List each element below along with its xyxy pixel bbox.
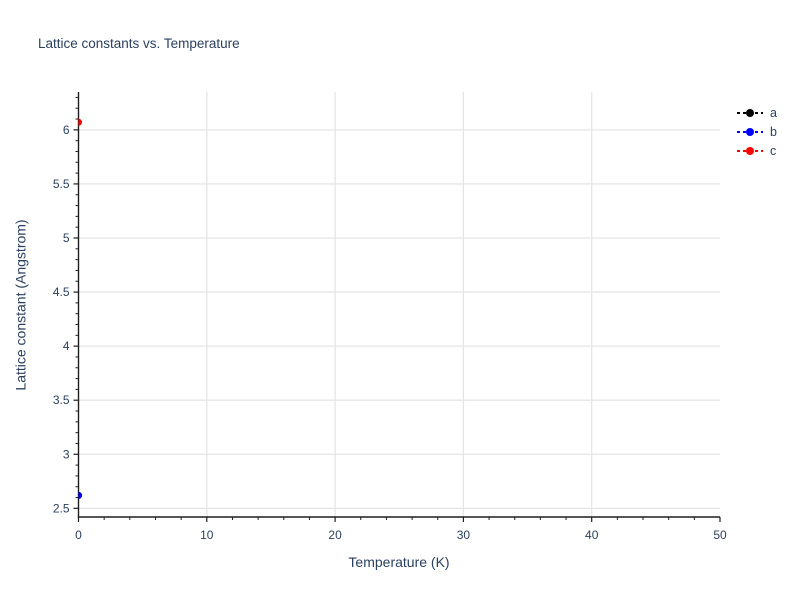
data-point-b [78, 491, 82, 499]
y-tick-label: 3.5 [53, 393, 70, 407]
legend-item-b[interactable]: b [735, 122, 777, 141]
y-tick-label: 2.5 [53, 501, 70, 515]
legend-sample-a [737, 108, 763, 117]
y-tick-label: 6 [63, 123, 70, 137]
x-tick-label: 10 [200, 528, 214, 542]
legend-item-c[interactable]: c [735, 141, 777, 160]
y-tick-label: 3 [63, 447, 70, 461]
x-tick-label: 20 [328, 528, 342, 542]
data-point-c [78, 118, 82, 126]
y-tick-label: 4 [63, 339, 70, 353]
x-tick-label: 50 [713, 528, 727, 542]
y-tick-label: 5.5 [53, 177, 70, 191]
x-axis-title: Temperature (K) [348, 554, 450, 570]
chart-title: Lattice constants vs. Temperature [38, 36, 240, 51]
legend-label-c: c [770, 143, 777, 158]
y-tick-label: 5 [63, 231, 70, 245]
y-axis-title: Lattice constant (Angstrom) [12, 219, 29, 391]
legend-label-b: b [770, 124, 777, 139]
x-tick-label: 30 [457, 528, 471, 542]
legend: a b c [735, 103, 777, 160]
x-tick-label: 40 [585, 528, 599, 542]
x-tick-label: 0 [75, 528, 82, 542]
legend-item-a[interactable]: a [735, 103, 777, 122]
legend-label-a: a [770, 105, 777, 120]
legend-sample-c [737, 146, 763, 155]
legend-sample-b [737, 127, 763, 136]
y-tick-label: 4.5 [53, 285, 70, 299]
